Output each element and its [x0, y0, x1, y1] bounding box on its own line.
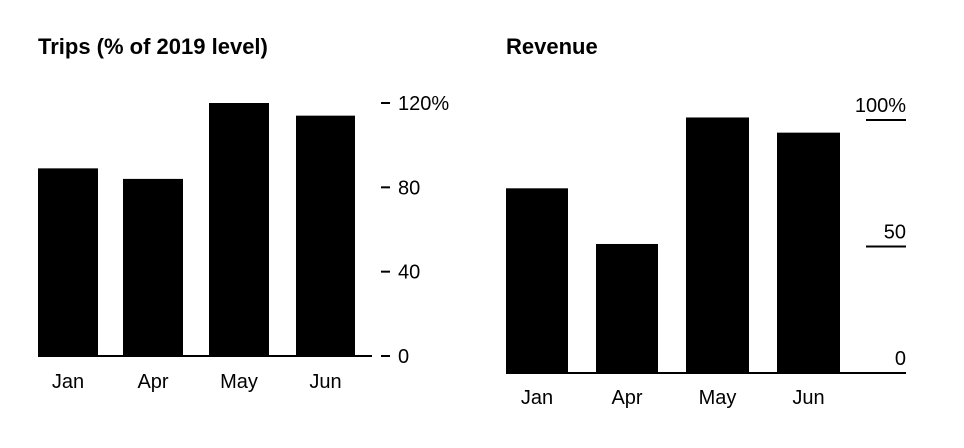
chart-title-trips: Trips (% of 2019 level): [38, 34, 268, 59]
revenue-bar-may: [686, 117, 749, 373]
revenue-xtick-label-may: May: [699, 387, 737, 409]
trips-ytick-label: 0: [398, 346, 409, 368]
revenue-chart: Jan Apr May Jun 0 50 100%: [506, 95, 906, 409]
trips-xtick-label-jan: Jan: [52, 371, 84, 393]
revenue-ytick-label: 100%: [855, 95, 906, 117]
trips-ytick-label: 120%: [398, 93, 449, 115]
trips-bar-jan: [38, 168, 98, 356]
revenue-xtick-label-apr: Apr: [611, 387, 642, 409]
revenue-bar-apr: [596, 243, 658, 373]
trips-xtick-label-jun: Jun: [309, 371, 341, 393]
trips-xtick-label-apr: Apr: [137, 371, 168, 393]
trips-bar-may: [209, 103, 269, 356]
trips-ytick-label: 40: [398, 262, 420, 284]
trips-chart: Jan Apr May Jun 0 40 80 120%: [38, 93, 449, 393]
revenue-ytick-label: 50: [884, 222, 906, 244]
trips-ytick-label: 80: [398, 177, 420, 199]
revenue-bar-jun: [777, 132, 840, 373]
trips-bar-apr: [123, 178, 183, 356]
trips-xtick-label-may: May: [220, 371, 258, 393]
revenue-bar-jan: [506, 188, 568, 373]
revenue-xtick-label-jan: Jan: [521, 387, 553, 409]
revenue-xtick-label-jun: Jun: [792, 387, 824, 409]
chart-title-revenue: Revenue: [506, 34, 598, 59]
revenue-ytick-label: 0: [895, 348, 906, 370]
trips-bar-jun: [296, 115, 355, 357]
